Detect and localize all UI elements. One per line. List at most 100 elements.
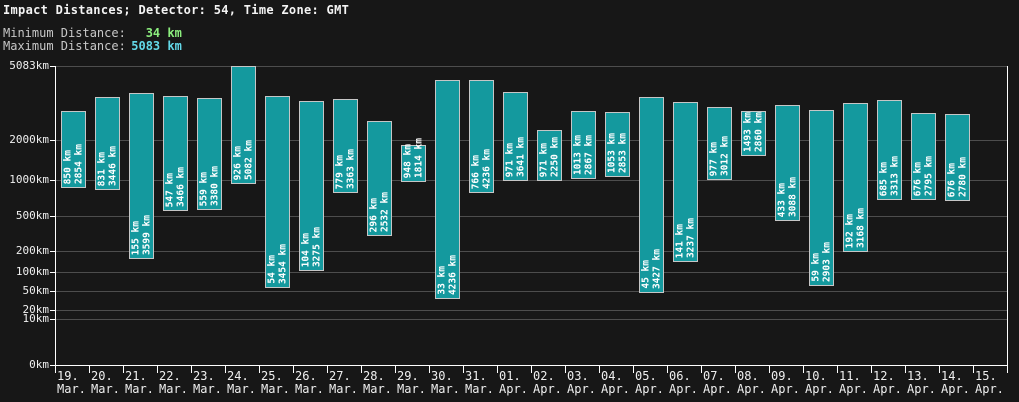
y-tick [50, 272, 55, 273]
range-bar: 1053 km 2853 km [605, 112, 630, 177]
y-tick [50, 291, 55, 292]
range-bar: 926 km 5082 km [231, 66, 256, 184]
y-tick [50, 216, 55, 217]
range-bar: 54 km 3454 km [265, 96, 290, 288]
bar-max-label: 2853 km [617, 132, 628, 173]
y-axis-label: 1000km [9, 173, 49, 186]
x-axis-label: 15. Apr. [975, 369, 1004, 396]
bar-max-label: 2860 km [753, 111, 764, 152]
bar-max-label: 2250 km [549, 136, 560, 177]
bar-max-label: 3275 km [311, 226, 322, 267]
bar-min-label: 155 km [130, 220, 141, 255]
x-tick [123, 365, 124, 373]
x-tick [89, 365, 90, 373]
bar-min-label: 1013 km [572, 134, 583, 175]
y-gridline [56, 291, 1007, 292]
range-bar: 1013 km 2867 km [571, 111, 596, 179]
x-axis-label: 29. Mar. [397, 369, 426, 396]
bar-value-labels: 45 km 3427 km [640, 248, 662, 289]
bar-max-label: 2795 km [923, 155, 934, 196]
x-tick [939, 365, 940, 373]
bar-min-label: 104 km [300, 232, 311, 267]
bar-min-label: 1053 km [606, 132, 617, 173]
x-tick [667, 365, 668, 373]
y-axis-label: 5083km [9, 59, 49, 72]
y-axis-label: 2000km [9, 133, 49, 146]
bar-value-labels: 971 km 2250 km [538, 136, 560, 177]
x-axis-label: 07. Apr. [703, 369, 732, 396]
y-axis-line-right [1007, 66, 1008, 373]
y-axis-label: 20km [22, 303, 50, 316]
bar-value-labels: 1493 km 2860 km [742, 111, 764, 152]
y-tick [50, 319, 55, 320]
bar-min-label: 141 km [674, 223, 685, 258]
range-bar: 766 km 4236 km [469, 80, 494, 193]
bar-min-label: 779 km [334, 154, 345, 189]
y-axis-label: 0km [29, 358, 49, 371]
bar-value-labels: 977 km 3012 km [708, 136, 730, 176]
bar-value-labels: 676 km 2780 km [946, 156, 968, 197]
bar-max-label: 2532 km [379, 191, 390, 232]
bar-max-label: 4236 km [481, 148, 492, 189]
minimum-distance-line: Minimum Distance: 34 km [3, 26, 182, 40]
range-bar: 676 km 2780 km [945, 114, 970, 201]
x-axis-label: 31. Mar. [465, 369, 494, 396]
range-bar: 59 km 2903 km [809, 110, 834, 286]
x-tick [361, 365, 362, 373]
bar-min-label: 547 km [164, 172, 175, 207]
bar-max-label: 2903 km [821, 241, 832, 282]
bar-max-label: 2780 km [957, 156, 968, 197]
x-tick [531, 365, 532, 373]
x-axis-label: 04. Apr. [601, 369, 630, 396]
bar-value-labels: 192 km 3168 km [844, 208, 866, 248]
x-tick [633, 365, 634, 373]
bar-max-label: 3599 km [141, 214, 152, 255]
range-bar: 850 km 2854 km [61, 111, 86, 188]
bar-max-label: 3641 km [515, 136, 526, 177]
x-axis-label: 12. Apr. [873, 369, 902, 396]
bar-value-labels: 559 km 3380 km [198, 165, 220, 206]
x-tick [327, 365, 328, 373]
bar-value-labels: 926 km 5082 km [232, 139, 254, 180]
bar-max-label: 5082 km [243, 139, 254, 180]
bar-value-labels: 155 km 3599 km [130, 214, 152, 255]
x-tick [429, 365, 430, 373]
bar-min-label: 192 km [844, 213, 855, 248]
x-axis-label: 19. Mar. [57, 369, 86, 396]
x-tick [565, 365, 566, 373]
bar-max-label: 3380 km [209, 165, 220, 206]
x-axis-label: 06. Apr. [669, 369, 698, 396]
bar-value-labels: 59 km 2903 km [810, 241, 832, 282]
range-bar: 971 km 2250 km [537, 130, 562, 181]
x-tick [55, 365, 56, 373]
bar-min-label: 45 km [640, 260, 651, 289]
x-axis-label: 02. Apr. [533, 369, 562, 396]
x-axis-label: 03. Apr. [567, 369, 596, 396]
x-axis-label: 25. Mar. [261, 369, 290, 396]
range-bar: 141 km 3237 km [673, 102, 698, 262]
bar-max-label: 2854 km [73, 143, 84, 184]
bar-max-label: 3466 km [175, 166, 186, 207]
x-tick [973, 365, 974, 373]
bar-value-labels: 1053 km 2853 km [606, 132, 628, 173]
bar-max-label: 1814 km [413, 137, 424, 178]
range-bar: 1493 km 2860 km [741, 111, 766, 156]
x-tick [1007, 365, 1008, 373]
bar-min-label: 831 km [96, 151, 107, 186]
bar-min-label: 676 km [912, 161, 923, 196]
range-bar: 296 km 2532 km [367, 121, 392, 236]
range-bar: 433 km 3088 km [775, 105, 800, 221]
bar-min-label: 948 km [402, 143, 413, 178]
range-bar: 779 km 3363 km [333, 99, 358, 193]
bar-value-labels: 850 km 2854 km [62, 143, 84, 184]
y-tick [50, 365, 55, 366]
range-bar: 104 km 3275 km [299, 101, 324, 271]
y-gridline [56, 180, 1007, 181]
bar-value-labels: 54 km 3454 km [266, 244, 288, 284]
range-bar: 676 km 2795 km [911, 113, 936, 200]
bar-min-label: 33 km [436, 266, 447, 295]
bar-value-labels: 831 km 3446 km [96, 146, 118, 186]
x-axis-label: 21. Mar. [125, 369, 154, 396]
bar-max-label: 3427 km [651, 248, 662, 289]
x-axis-label: 10. Apr. [805, 369, 834, 396]
